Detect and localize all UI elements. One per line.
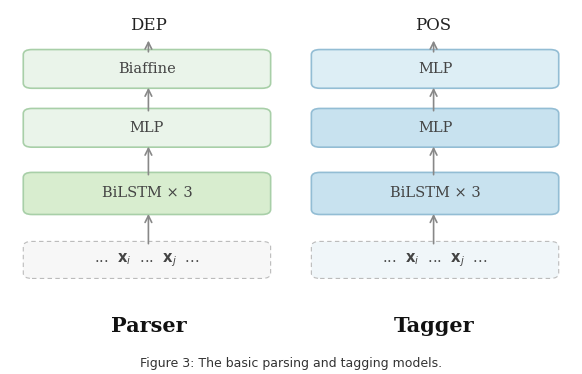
FancyBboxPatch shape [23, 172, 271, 215]
FancyBboxPatch shape [23, 108, 271, 147]
FancyBboxPatch shape [23, 242, 271, 278]
Text: Biaffine: Biaffine [118, 62, 176, 76]
Text: DEP: DEP [130, 18, 167, 34]
Text: Tagger: Tagger [393, 316, 474, 335]
FancyBboxPatch shape [311, 172, 559, 215]
Text: ...  $\mathbf{x}_i$  ...  $\mathbf{x}_j$  ...: ... $\mathbf{x}_i$ ... $\mathbf{x}_j$ ..… [94, 251, 200, 269]
FancyBboxPatch shape [311, 108, 559, 147]
Text: POS: POS [416, 18, 452, 34]
Text: Figure 3: The basic parsing and tagging models.: Figure 3: The basic parsing and tagging … [140, 357, 442, 370]
Text: MLP: MLP [130, 121, 164, 135]
FancyBboxPatch shape [311, 242, 559, 278]
Text: Parser: Parser [111, 316, 186, 335]
Text: ...  $\mathbf{x}_i$  ...  $\mathbf{x}_j$  ...: ... $\mathbf{x}_i$ ... $\mathbf{x}_j$ ..… [382, 251, 488, 269]
FancyBboxPatch shape [311, 50, 559, 88]
FancyBboxPatch shape [23, 50, 271, 88]
Text: MLP: MLP [418, 62, 452, 76]
Text: BiLSTM × 3: BiLSTM × 3 [102, 187, 192, 200]
Text: BiLSTM × 3: BiLSTM × 3 [390, 187, 480, 200]
Text: MLP: MLP [418, 121, 452, 135]
